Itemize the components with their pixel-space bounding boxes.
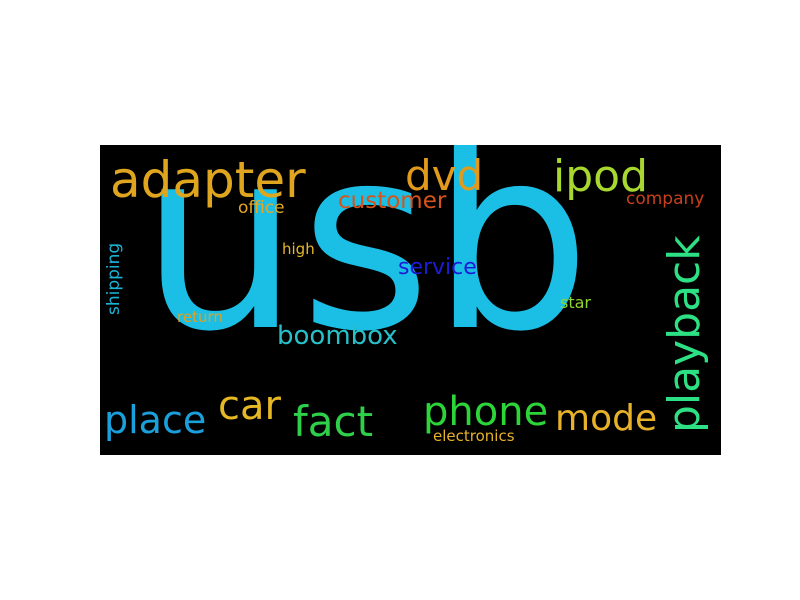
word-electronics: electronics [433,427,515,445]
word-car: car [218,383,281,429]
word-star: star [560,293,591,312]
word-usb: usb [140,145,591,387]
word-shipping: shipping [104,242,124,315]
word-high: high [282,240,315,258]
word-mode: mode [555,398,658,439]
word-service: service [398,255,477,280]
word-dvd: dvd [405,151,484,200]
word-fact: fact [293,397,374,446]
word-boombox: boombox [277,321,398,351]
word-ipod: ipod [553,151,649,202]
word-return: return [177,308,223,326]
word-customer: customer [338,188,447,214]
word-office: office [238,198,285,218]
word-phone: phone [423,389,549,435]
word-cloud: usb adapter dvd ipod playback customer o… [100,145,721,455]
word-place: place [104,398,207,442]
word-company: company [626,189,705,209]
word-adapter: adapter [110,151,306,209]
word-playback: playback [659,235,710,433]
